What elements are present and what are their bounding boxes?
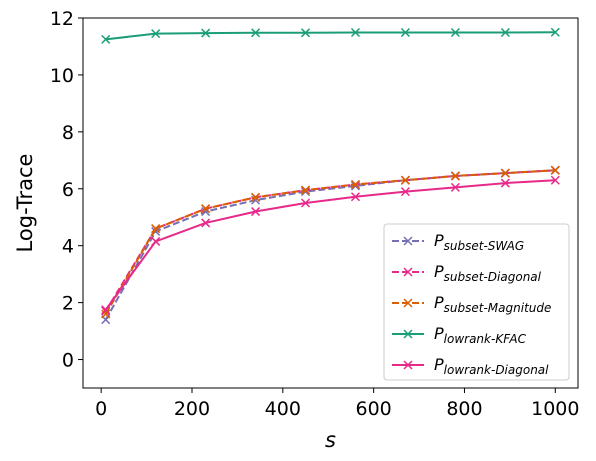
- legend-entry: Psubset-SWAG: [392, 231, 524, 253]
- y-tick-label: 4: [62, 236, 74, 258]
- data-point: [500, 168, 510, 178]
- data-point: [151, 224, 161, 234]
- y-tick-label: 10: [50, 65, 74, 87]
- legend-label: Psubset-Diagonal: [434, 262, 542, 284]
- legend-box: [383, 223, 570, 381]
- series-line: [104, 169, 556, 321]
- axes: 0 200 400 600 800 1000 0 2 4 6 8 10 12: [50, 8, 580, 420]
- legend-entry: Psubset-Diagonal: [392, 262, 542, 284]
- x-tick-label: 400: [265, 398, 301, 420]
- data-point: [300, 185, 311, 195]
- data-point: [450, 171, 460, 181]
- legend-label: Plowrank-KFAC: [434, 324, 527, 346]
- series-lowrank-diagonal: [101, 175, 560, 315]
- data-point: [101, 305, 111, 315]
- plot-area: [101, 27, 560, 325]
- x-tick-label: 600: [356, 398, 392, 420]
- data-point: [251, 28, 261, 38]
- legend-marker: [403, 298, 413, 308]
- data-point: [300, 28, 311, 38]
- x-axis-label: s: [325, 428, 336, 452]
- data-point: [450, 182, 460, 192]
- data-point: [101, 309, 111, 319]
- y-tick-label: 0: [62, 350, 74, 372]
- data-point: [400, 175, 410, 185]
- series-line: [104, 179, 556, 311]
- legend-entry: Psubset-Magnitude: [392, 293, 551, 315]
- y-tick-label: 6: [62, 179, 74, 201]
- data-point: [201, 28, 211, 38]
- legend: Psubset-SWAG Psubset-Diagonal Psubset-Magn…: [383, 223, 570, 381]
- data-point: [251, 207, 261, 217]
- series-subset-magnitude: [101, 165, 560, 319]
- y-tick-label: 2: [62, 293, 74, 315]
- legend-label: Psubset-Magnitude: [434, 293, 551, 315]
- series-line: [104, 169, 556, 315]
- legend-marker: [403, 236, 413, 246]
- data-point: [201, 204, 211, 214]
- x-tick-label: 200: [174, 398, 210, 420]
- data-point: [550, 27, 560, 37]
- y-axis-label: Log-Trace: [13, 154, 37, 253]
- data-point: [201, 218, 211, 228]
- y-tick-label: 8: [62, 122, 74, 144]
- data-point: [400, 27, 410, 38]
- data-point: [550, 165, 560, 175]
- data-point: [101, 34, 111, 44]
- data-point: [300, 198, 311, 208]
- legend-entry: Plowrank-KFAC: [392, 324, 527, 346]
- x-tick-label: 1000: [531, 398, 579, 420]
- series-line: [105, 31, 556, 41]
- y-tick-label: 12: [50, 8, 74, 30]
- legend-label: Plowrank-Diagonal: [434, 355, 549, 377]
- legend-entry: Plowrank-Diagonal: [392, 355, 549, 377]
- axes-frame: [82, 17, 579, 389]
- data-point: [251, 192, 261, 202]
- data-point: [151, 236, 161, 246]
- data-point: [151, 29, 161, 39]
- legend-marker: [403, 329, 413, 339]
- data-point: [350, 179, 361, 190]
- data-point: [550, 175, 560, 185]
- legend-label: Psubset-SWAG: [434, 231, 524, 253]
- x-tick-label: 0: [95, 398, 107, 420]
- data-point: [350, 27, 361, 38]
- data-point: [400, 187, 410, 197]
- legend-marker: [403, 360, 413, 370]
- series-lowrank-kfac: [101, 27, 560, 44]
- legend-marker: [403, 267, 413, 277]
- data-point: [450, 27, 460, 38]
- data-point: [350, 192, 361, 202]
- x-tick-label: 800: [446, 398, 482, 420]
- data-point: [500, 178, 510, 188]
- data-point: [350, 181, 361, 191]
- data-point: [500, 27, 510, 38]
